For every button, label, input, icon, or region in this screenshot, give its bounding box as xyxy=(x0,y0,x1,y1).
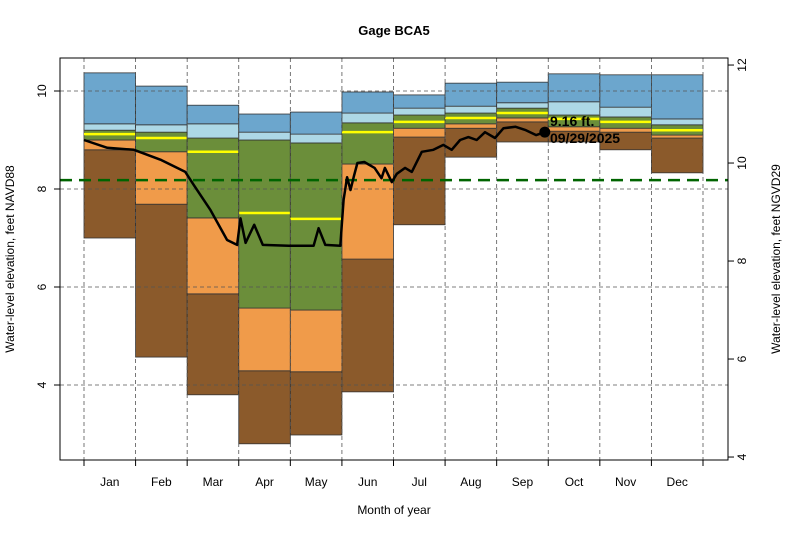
y-tick-label: 6 xyxy=(35,283,49,290)
band-p25-p75-may xyxy=(289,142,343,311)
band-min-p10-may xyxy=(289,371,343,436)
band-p90-max-mar xyxy=(186,104,240,125)
band-p10-p25-mar xyxy=(186,217,240,295)
x-tick-label: Jul xyxy=(412,475,427,489)
x-tick-label: Sep xyxy=(512,475,534,489)
band-p10-p25-jun xyxy=(341,163,394,260)
band-p90-max-oct xyxy=(547,73,601,103)
band-p90-max-feb xyxy=(135,85,188,126)
band-min-p10-jun xyxy=(341,258,394,393)
band-p90-max-jul xyxy=(393,94,446,109)
band-min-p10-jan xyxy=(83,149,136,239)
band-p10-p25-dec xyxy=(651,134,704,139)
y-tick-label-right: 8 xyxy=(735,257,749,264)
y-axis-label: Water-level elevation, feet NAVD88 xyxy=(3,165,17,353)
band-p10-p25-sep xyxy=(496,117,549,123)
y-tick-label: 10 xyxy=(35,84,49,98)
band-p90-max-aug xyxy=(444,82,498,107)
band-p10-p25-may xyxy=(289,309,343,373)
current-year-line xyxy=(83,125,546,248)
band-p75-p90-may xyxy=(289,133,343,144)
band-p10-p25-apr xyxy=(238,307,291,372)
band-p75-p90-feb xyxy=(135,124,188,133)
annotation-value: 9.16 ft. xyxy=(550,113,594,129)
band-min-p10-apr xyxy=(238,370,291,445)
band-p75-p90-jan xyxy=(83,123,136,131)
band-p25-p75-feb xyxy=(135,131,188,153)
annotation-date: 09/29/2025 xyxy=(550,130,620,146)
band-min-p10-jul xyxy=(393,136,446,226)
x-tick-label: Dec xyxy=(667,475,688,489)
band-min-p10-mar xyxy=(186,293,240,396)
x-tick-label: Apr xyxy=(255,475,274,489)
band-min-p10-aug xyxy=(444,127,498,158)
band-min-p10-dec xyxy=(651,137,704,174)
y-axis-label-right: Water-level elevation, feet NGVD29 xyxy=(769,164,783,354)
y-tick-label-right: 4 xyxy=(735,453,749,460)
x-tick-label: Nov xyxy=(615,475,636,489)
y-tick-label: 4 xyxy=(35,381,49,388)
x-tick-label: Mar xyxy=(203,475,224,489)
band-p75-p90-apr xyxy=(238,131,291,141)
band-p90-max-jan xyxy=(83,72,136,125)
band-p75-p90-jun xyxy=(341,112,394,124)
band-p90-max-apr xyxy=(238,113,291,133)
band-p75-p90-jul xyxy=(393,107,446,116)
band-p75-p90-sep xyxy=(496,102,549,109)
band-p90-max-may xyxy=(289,111,343,135)
band-p90-max-dec xyxy=(651,74,704,120)
band-p90-max-jun xyxy=(341,91,394,114)
latest-value-point xyxy=(539,126,551,138)
x-axis-label: Month of year xyxy=(357,503,430,517)
band-p75-p90-nov xyxy=(599,106,652,118)
band-p90-max-sep xyxy=(496,81,549,104)
x-tick-label: Feb xyxy=(151,475,172,489)
x-tick-label: May xyxy=(305,475,328,489)
band-p10-p25-jul xyxy=(393,127,446,138)
x-tick-label: Jun xyxy=(358,475,377,489)
plot-frame xyxy=(59,57,729,461)
band-p25-p75-mar xyxy=(186,137,240,219)
band-p75-p90-dec xyxy=(651,118,704,126)
band-p75-p90-mar xyxy=(186,123,240,139)
band-p25-p75-apr xyxy=(238,139,291,309)
band-p75-p90-aug xyxy=(444,105,498,114)
chart-title: Gage BCA5 xyxy=(358,23,430,38)
x-tick-label: Jan xyxy=(100,475,119,489)
x-tick-label: Aug xyxy=(460,475,481,489)
y-tick-label: 8 xyxy=(35,185,49,192)
band-p25-p75-jun xyxy=(341,122,394,165)
x-tick-label: Oct xyxy=(565,475,584,489)
y-tick-label-right: 12 xyxy=(735,58,749,72)
band-min-p10-feb xyxy=(135,203,188,358)
y-tick-label-right: 10 xyxy=(735,156,749,170)
y-tick-label-right: 6 xyxy=(735,355,749,362)
band-p10-p25-aug xyxy=(444,123,498,129)
